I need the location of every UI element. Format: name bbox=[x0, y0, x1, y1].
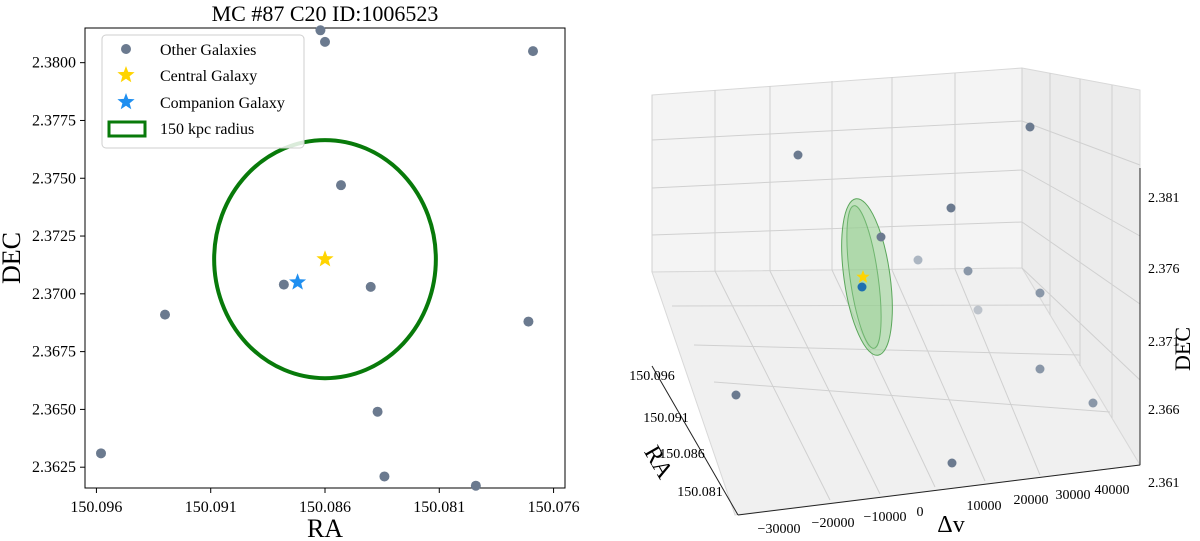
y-tick-label: 2.3650 bbox=[32, 401, 76, 418]
data-point-other-galaxy bbox=[523, 316, 534, 327]
x-tick-label: 150.096 bbox=[70, 499, 122, 516]
radius-circle bbox=[212, 138, 438, 381]
central-galaxy-star bbox=[316, 250, 334, 267]
legend-marker-companion bbox=[117, 93, 135, 110]
companion-galaxy-star bbox=[289, 273, 307, 290]
data-point-3d bbox=[963, 266, 973, 276]
dv-tick-label: 40000 bbox=[1095, 483, 1130, 498]
legend-label-other: Other Galaxies bbox=[160, 42, 256, 59]
ra-tick-label: 150.096 bbox=[629, 369, 675, 384]
grid-line bbox=[651, 169, 1023, 189]
x-tick-label: 150.076 bbox=[528, 499, 580, 516]
x-axis-label: RA bbox=[307, 514, 343, 541]
data-point-3d bbox=[913, 255, 923, 265]
y-tick-label: 2.3750 bbox=[32, 170, 76, 187]
legend-marker-central bbox=[117, 66, 135, 83]
data-point-other-galaxy bbox=[470, 480, 481, 491]
data-point-other-galaxy bbox=[96, 448, 106, 459]
grid-line bbox=[651, 221, 1023, 236]
ra-axis-line bbox=[651, 365, 739, 516]
data-point-3d bbox=[1088, 398, 1098, 408]
y-tick-label: 2.3775 bbox=[32, 112, 76, 129]
dv-tick-label: 10000 bbox=[967, 499, 1002, 514]
y-axis-label: DEC bbox=[0, 232, 26, 284]
dec-axis-label: DEC bbox=[1170, 327, 1195, 371]
legend-label-circle: 150 kpc radius bbox=[160, 121, 254, 138]
dv-tick-label: 0 bbox=[917, 505, 924, 520]
grid-line bbox=[954, 268, 1041, 476]
plot-2d: MC #87 C20 ID:1006523 150.096 150.091 150.… bbox=[0, 1, 580, 541]
central-galaxy-star-3d bbox=[856, 270, 870, 283]
grid-3d bbox=[651, 68, 1141, 501]
chart-title: MC #87 C20 ID:1006523 bbox=[212, 1, 439, 26]
legend-marker-other bbox=[121, 44, 131, 54]
y-tick-label: 2.3700 bbox=[32, 286, 76, 303]
pane-back bbox=[651, 67, 1023, 273]
companion-galaxy-3d bbox=[857, 282, 867, 292]
data-point-other-galaxy bbox=[365, 281, 376, 292]
data-point-3d bbox=[1035, 288, 1045, 298]
dv-tick-label: −10000 bbox=[864, 510, 907, 525]
x-tick-label: 150.091 bbox=[185, 499, 237, 516]
data-point-3d bbox=[1025, 122, 1035, 132]
dv-axis-line bbox=[737, 464, 1141, 516]
grid-line bbox=[1021, 221, 1141, 305]
ra-tick-label: 150.091 bbox=[643, 411, 689, 426]
legend-marker-circle bbox=[107, 120, 147, 138]
data-point-other-galaxy bbox=[372, 406, 383, 417]
dv-tick-label: −20000 bbox=[812, 516, 855, 531]
data-point-other-galaxy bbox=[278, 279, 289, 290]
grid-line bbox=[1021, 169, 1141, 237]
ra-tick-label: 150.081 bbox=[677, 485, 723, 500]
dv-tick-label: 20000 bbox=[1014, 493, 1049, 508]
dec-tick-label: 2.381 bbox=[1148, 191, 1180, 206]
dec-tick-label: 2.366 bbox=[1148, 403, 1180, 418]
data-point-other-galaxy bbox=[320, 36, 330, 47]
legend: Other Galaxies Central Galaxy Companion … bbox=[101, 34, 305, 149]
ra-tick-label: 150.086 bbox=[659, 447, 705, 462]
data-point-3d bbox=[947, 458, 957, 468]
data-point-3d bbox=[946, 203, 956, 213]
grid-line bbox=[769, 270, 881, 495]
x-tick-label: 150.081 bbox=[413, 499, 465, 516]
y-tick-label: 2.3725 bbox=[32, 228, 76, 245]
data-point-other-galaxy bbox=[528, 46, 538, 57]
data-point-3d bbox=[876, 232, 886, 242]
grid-line bbox=[713, 381, 1111, 413]
data-point-3d bbox=[731, 390, 741, 400]
data-point-other-galaxy bbox=[315, 25, 326, 36]
y-tick-label: 2.3625 bbox=[32, 459, 76, 476]
x-tick-label: 150.086 bbox=[299, 499, 351, 516]
grid-line bbox=[651, 120, 1023, 141]
dec-tick-label: 2.361 bbox=[1148, 476, 1180, 491]
legend-box bbox=[101, 34, 305, 149]
dec-tick-label: 2.371 bbox=[1148, 335, 1180, 350]
grid-line bbox=[1021, 267, 1141, 381]
dv-tick-label: 30000 bbox=[1056, 488, 1091, 503]
dec-tick-label: 2.376 bbox=[1148, 262, 1180, 277]
data-point-3d bbox=[793, 150, 803, 160]
data-point-other-galaxy bbox=[160, 309, 170, 320]
grid-line bbox=[1021, 120, 1141, 166]
grid-line bbox=[714, 270, 831, 501]
legend-label-companion: Companion Galaxy bbox=[160, 95, 285, 112]
legend-label-central: Central Galaxy bbox=[160, 68, 257, 85]
data-point-3d bbox=[1035, 364, 1045, 374]
plot-3d: 150.096 150.091 150.086 150.081 RA −3000… bbox=[629, 67, 1195, 538]
y-tick-label: 2.3675 bbox=[32, 344, 76, 361]
dv-axis-label: Δv bbox=[937, 512, 964, 538]
grid-line bbox=[693, 344, 1081, 356]
data-point-other-galaxy bbox=[379, 471, 390, 482]
dv-tick-label: −30000 bbox=[758, 522, 801, 537]
data-point-other-galaxy bbox=[336, 180, 346, 191]
y-tick-label: 2.3800 bbox=[32, 55, 76, 72]
data-point-3d bbox=[973, 305, 983, 315]
